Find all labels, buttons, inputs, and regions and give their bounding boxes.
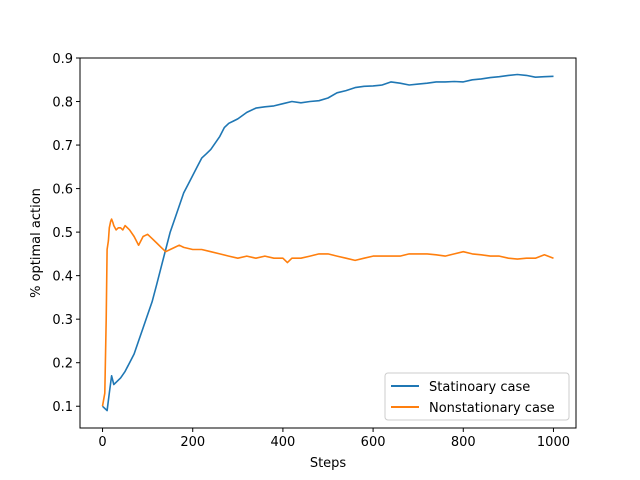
- x-axis-label: Steps: [310, 456, 347, 471]
- y-tick-label: 0.2: [52, 357, 73, 372]
- plot-frame: [79, 57, 577, 429]
- x-tick-label: 200: [180, 435, 205, 450]
- series-line-nonstationary-case: [101, 218, 554, 407]
- y-tick-label: 0.4: [52, 270, 73, 285]
- y-tick-label: 0.8: [52, 96, 73, 111]
- y-tick-label: 0.3: [52, 313, 73, 328]
- y-tick-label: 0.5: [52, 226, 73, 241]
- series-layer: [101, 73, 554, 412]
- legend-label-nonstationary: Nonstationary case: [429, 401, 555, 416]
- y-tick-label: 0.6: [52, 183, 73, 198]
- y-axis: 0.1 0.2 0.3 0.4 0.5 0.6 0.7 0.8 0.9: [52, 52, 80, 415]
- series-line-statinoary-case: [101, 73, 554, 412]
- legend-label-stationary: Statinoary case: [429, 380, 530, 395]
- x-tick-label: 600: [361, 435, 386, 450]
- y-tick-label: 0.9: [52, 52, 73, 67]
- x-tick-label: 0: [98, 435, 106, 450]
- x-axis: 0 200 400 600 800 1000: [98, 428, 570, 450]
- x-tick-label: 1000: [537, 435, 570, 450]
- y-axis-label: % optimal action: [29, 188, 44, 298]
- legend: Statinoary case Nonstationary case: [384, 372, 570, 421]
- y-tick-label: 0.1: [52, 400, 73, 415]
- y-tick-label: 0.7: [52, 139, 73, 154]
- legend-box: [384, 372, 570, 421]
- x-tick-label: 400: [270, 435, 295, 450]
- x-tick-label: 800: [451, 435, 476, 450]
